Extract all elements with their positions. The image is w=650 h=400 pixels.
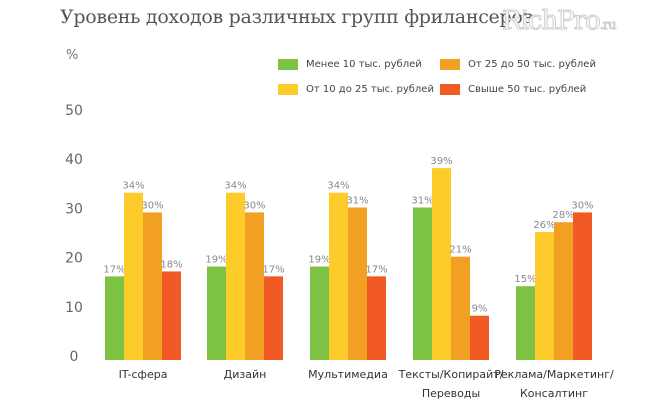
legend-item: От 10 до 25 тыс. рублей — [278, 84, 434, 95]
chart-title: Уровень доходов различных групп фрилансе… — [60, 6, 533, 28]
x-tick-label: Переводы — [422, 387, 480, 400]
y-tick-label: 30 — [65, 201, 83, 217]
x-tick-label: IT-сфера — [119, 368, 168, 381]
bar — [143, 212, 162, 360]
data-label: 9% — [472, 304, 488, 315]
watermark-logo: RichPro.ru — [502, 6, 617, 37]
legend-swatch — [440, 59, 460, 70]
legend-label: От 25 до 50 тыс. рублей — [468, 59, 596, 70]
y-tick-label: 10 — [65, 300, 83, 316]
bar — [573, 212, 592, 360]
bar — [124, 192, 143, 360]
bar — [162, 271, 181, 360]
data-label: 30% — [141, 200, 163, 211]
bar — [348, 207, 367, 360]
y-axis-label: % — [66, 48, 79, 63]
legend-item: От 25 до 50 тыс. рублей — [440, 59, 596, 70]
data-label: 17% — [103, 264, 125, 275]
data-label: 30% — [243, 200, 265, 211]
x-tick-label: Реклама/Маркетинг/ — [494, 368, 614, 381]
bar — [535, 232, 554, 360]
legend-label: Свыше 50 тыс. рублей — [468, 84, 587, 95]
data-label: 19% — [308, 255, 330, 266]
data-label: 34% — [327, 181, 349, 192]
bar — [554, 222, 573, 360]
bar — [310, 266, 329, 360]
x-tick-label: Мультимедиа — [308, 368, 388, 381]
bar — [413, 207, 432, 360]
data-label: 34% — [122, 181, 144, 192]
legend-swatch — [278, 59, 298, 70]
data-label: 17% — [262, 264, 284, 275]
legend-label: Менее 10 тыс. рублей — [306, 59, 422, 70]
y-tick-label: 50 — [65, 103, 83, 119]
data-label: 18% — [160, 259, 182, 270]
data-label: 30% — [571, 200, 593, 211]
data-label: 26% — [533, 220, 555, 231]
data-label: 21% — [449, 245, 471, 256]
x-tick-label: Консалтинг — [520, 387, 588, 400]
y-tick-label: 40 — [65, 152, 83, 168]
bar — [264, 276, 283, 360]
data-label: 28% — [552, 210, 574, 221]
bar — [432, 168, 451, 360]
legend-swatch — [440, 84, 460, 95]
bar — [105, 276, 124, 360]
data-label: 17% — [365, 264, 387, 275]
legend-item: Менее 10 тыс. рублей — [278, 59, 422, 70]
bar — [451, 256, 470, 360]
bar — [470, 315, 489, 360]
bar — [367, 276, 386, 360]
bar — [207, 266, 226, 360]
bar — [226, 192, 245, 360]
y-tick-label: 0 — [70, 349, 79, 365]
legend-label: От 10 до 25 тыс. рублей — [306, 84, 434, 95]
legend-item: Свыше 50 тыс. рублей — [440, 84, 586, 95]
bar — [516, 286, 535, 360]
data-label: 34% — [224, 181, 246, 192]
x-tick-label: Тексты/Копирайт/ — [398, 368, 504, 381]
y-tick-label: 20 — [65, 251, 83, 267]
bar — [245, 212, 264, 360]
x-tick-label: Дизайн — [224, 368, 267, 381]
data-label: 39% — [430, 156, 452, 167]
data-label: 19% — [205, 255, 227, 266]
bar — [329, 192, 348, 360]
legend-swatch — [278, 84, 298, 95]
data-label: 15% — [514, 274, 536, 285]
data-label: 31% — [411, 195, 433, 206]
data-label: 31% — [346, 195, 368, 206]
